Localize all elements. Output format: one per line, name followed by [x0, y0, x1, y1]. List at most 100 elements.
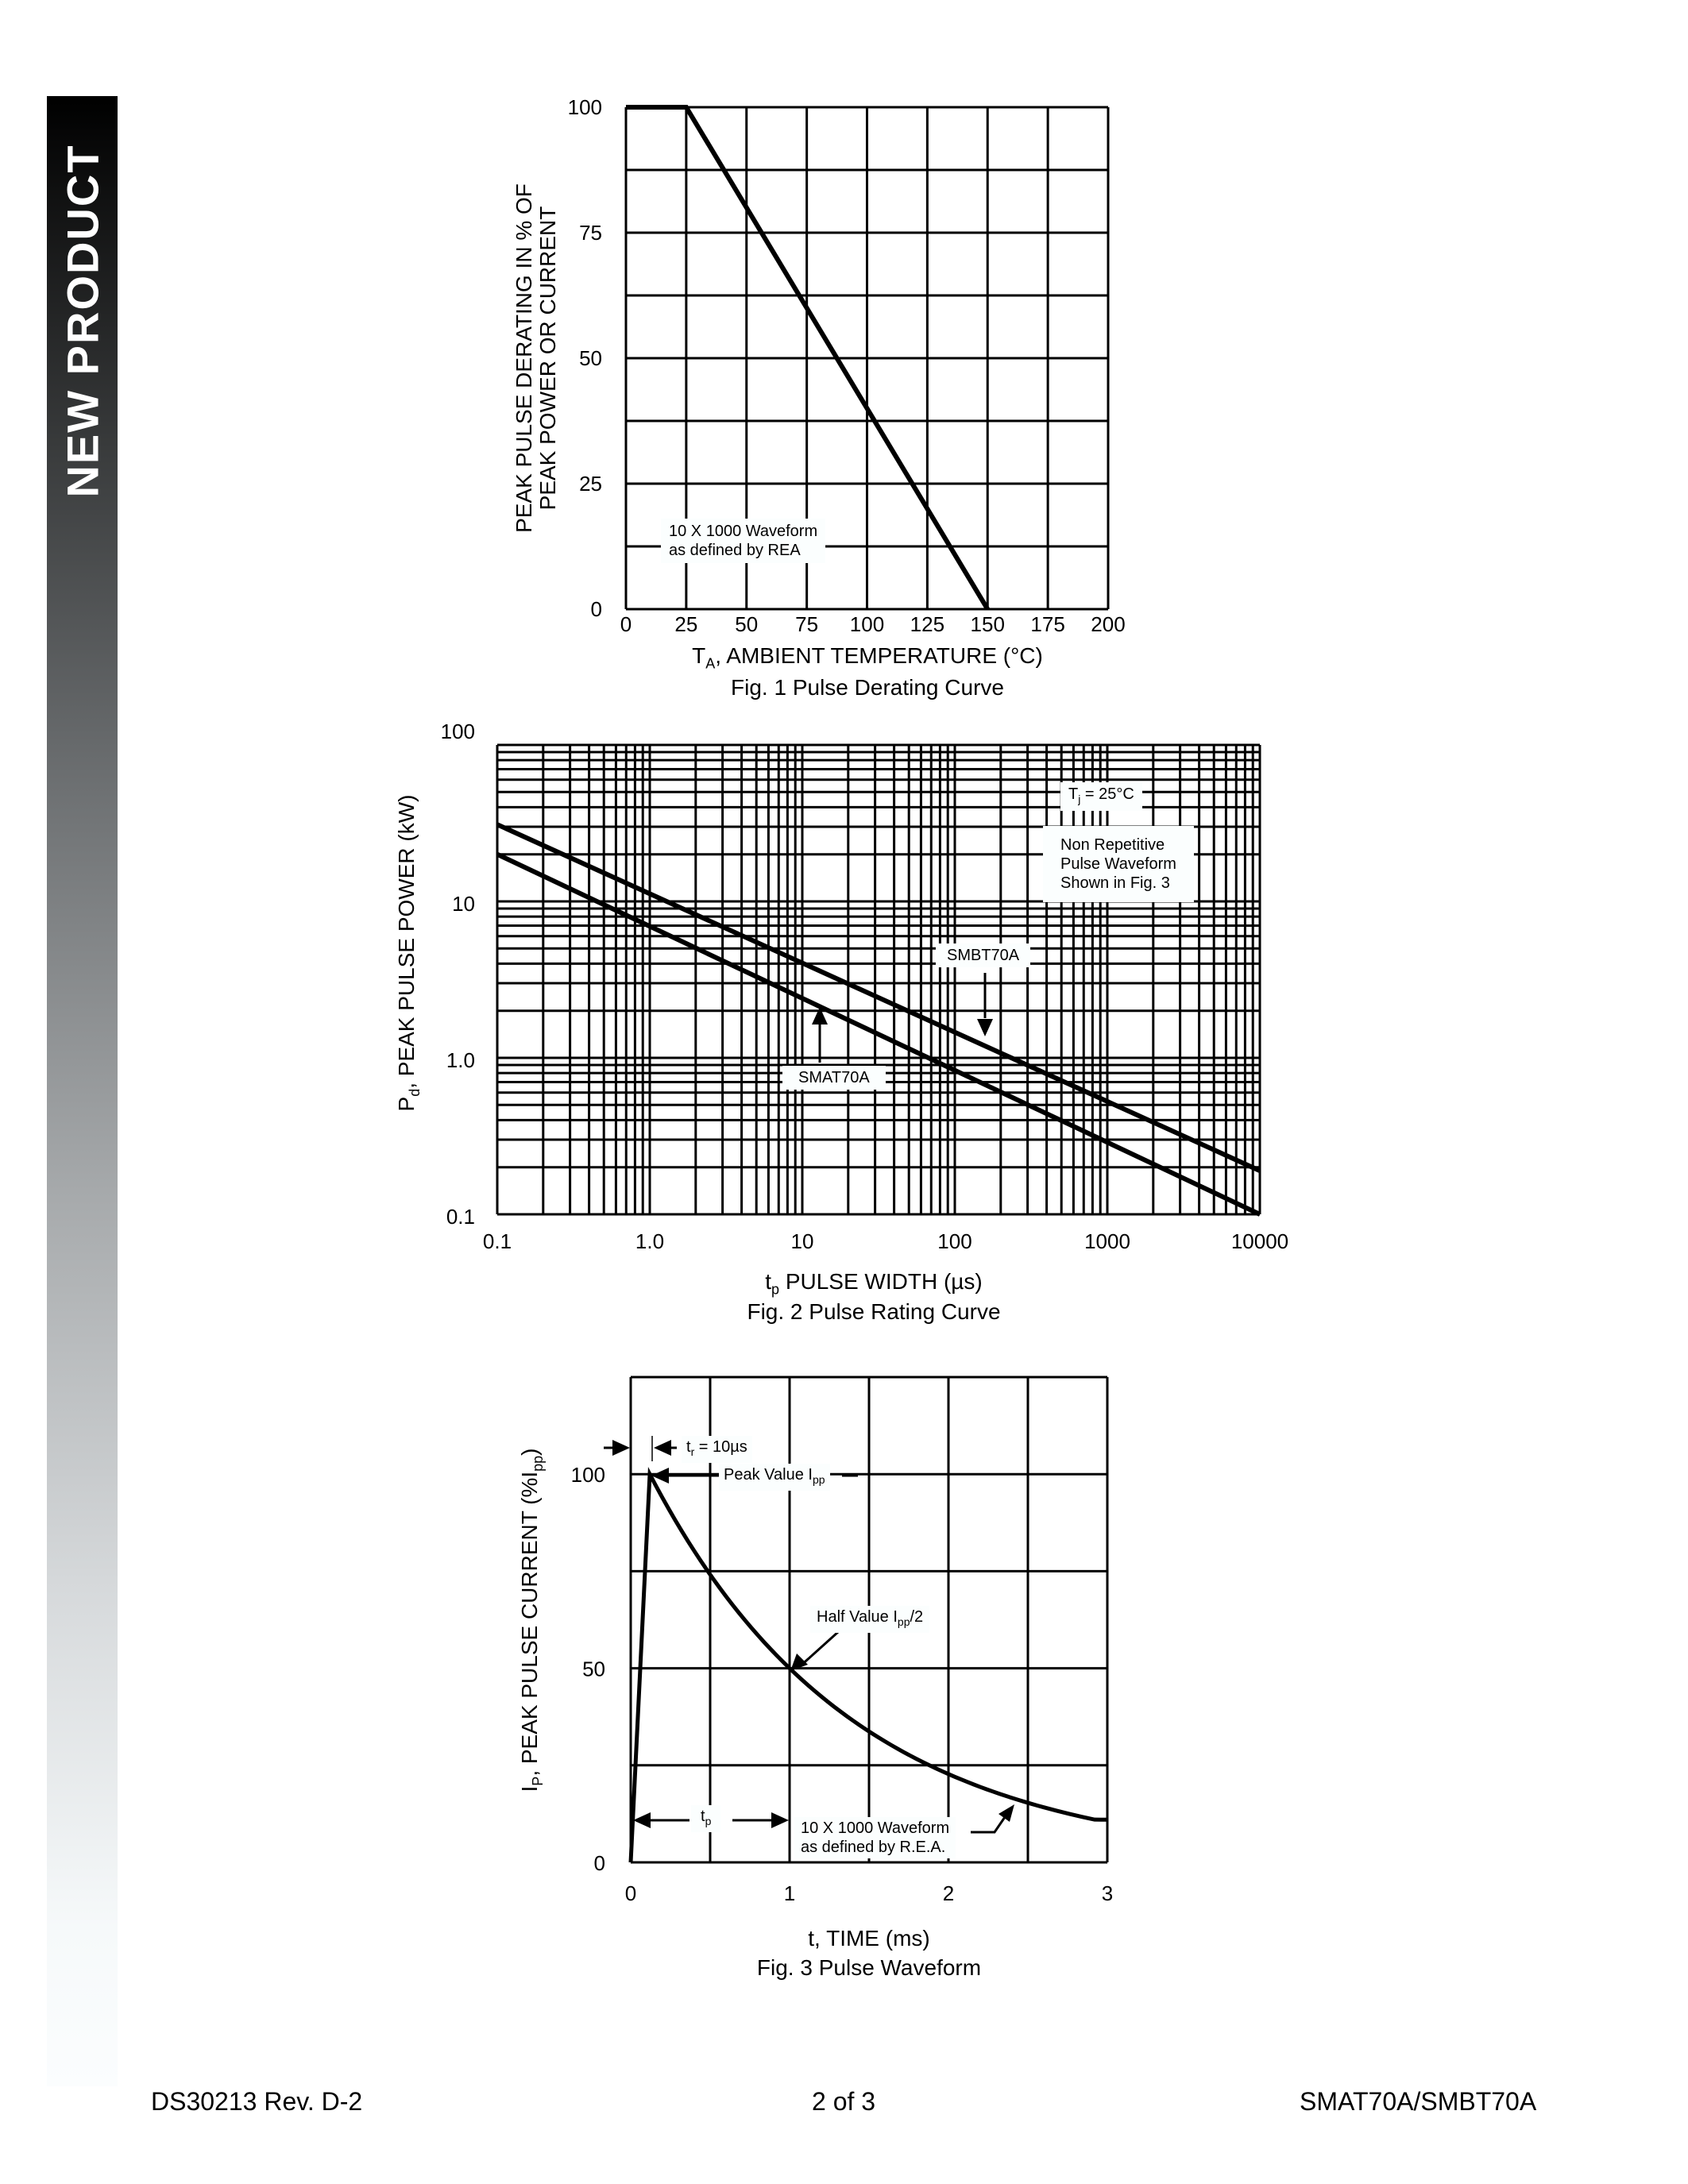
- fig1-ylabel-line1: PEAK PULSE DERATING IN % OF: [512, 183, 536, 533]
- fig2-y-tick: 10: [452, 892, 475, 916]
- fig1-pulse-derating-chart: 0 25 50 75 100 125 150 175 200 0 25 50 75 100: [568, 95, 1126, 636]
- fig3-note-arrow-icon: [999, 1804, 1014, 1822]
- fig1-x-tick: 50: [735, 612, 758, 636]
- fig3-y-tick: 100: [571, 1463, 605, 1487]
- fig3-tp-t: t: [701, 1808, 705, 1825]
- fig3-peak-arrow-icon: [651, 1468, 669, 1484]
- fig1-y-axis-label: PEAK PULSE DERATING IN % OF PEAK POWER O…: [512, 183, 560, 533]
- fig3-note-line1: 10 X 1000 Waveform: [801, 1819, 950, 1837]
- fig3-tr-right-arrow-icon: [654, 1440, 671, 1456]
- fig2-x-tick: 1000: [1084, 1229, 1130, 1253]
- fig2-x-tick: 10000: [1231, 1229, 1288, 1253]
- fig2-x-tick: 1.0: [635, 1229, 664, 1253]
- fig3-x-axis-label: t, TIME (ms): [808, 1926, 930, 1951]
- fig3-ylabel-end: ): [517, 1448, 543, 1456]
- fig1-y-tick: 75: [579, 221, 602, 245]
- fig2-y-axis-label: Pd, PEAK PULSE POWER (kW): [394, 794, 427, 1112]
- fig2-curve-smat70a: [496, 851, 1261, 1217]
- fig3-tr-sub: r: [690, 1445, 695, 1458]
- fig2-x-tick: 100: [937, 1229, 971, 1253]
- fig2-y-tick: 100: [441, 720, 475, 743]
- fig3-y-axis-label: IP, PEAK PULSE CURRENT (%Ipp): [517, 1448, 550, 1792]
- fig1-derating-curve: [626, 105, 990, 611]
- fig2-y-tick: 0.1: [446, 1205, 475, 1229]
- fig2-smat70a-label: SMAT70A: [782, 1066, 886, 1090]
- fig3-tp-sub: p: [705, 1815, 712, 1827]
- fig3-ylabel-sub2: pp: [529, 1455, 546, 1472]
- footer-page-number: 2 of 3: [812, 2087, 876, 2116]
- fig3-tr-rest: = 10µs: [694, 1438, 747, 1456]
- fig3-half-arrow-icon: [790, 1653, 808, 1671]
- fig3-y-tick: 0: [594, 1851, 605, 1875]
- fig3-half-value-label: Half Value Ipp/2: [810, 1606, 930, 1633]
- fig3-half-sub: pp: [897, 1615, 910, 1628]
- fig2-y-tick: 1.0: [446, 1048, 475, 1072]
- fig1-x-tick: 25: [674, 612, 697, 636]
- fig1-y-tick: 0: [591, 597, 602, 621]
- fig2-note-line1: Non Repetitive: [1060, 836, 1165, 854]
- fig2-tj-sub: j: [1078, 793, 1081, 805]
- fig3-ylabel-i: I: [517, 1785, 543, 1792]
- fig2-note-line2: Pulse Waveform: [1060, 855, 1176, 873]
- fig3-tp-label: tp: [691, 1805, 721, 1832]
- fig2-x-axis-label: tp PULSE WIDTH (µs): [765, 1269, 983, 1298]
- fig3-peak-value-label: Peak Value Ipp: [719, 1464, 830, 1491]
- fig2-tj-t: T: [1068, 785, 1079, 803]
- fig3-note-line2: as defined by R.E.A.: [801, 1839, 946, 1856]
- fig2-pulse-rating-chart: 0.1 1.0 10 100 1000 10000 0.1 1.0 10 100: [441, 720, 1289, 1253]
- fig3-tp-left-arrow-icon: [633, 1812, 651, 1828]
- fig1-x-tick: 100: [850, 612, 884, 636]
- fig3-x-tick: 0: [625, 1881, 636, 1905]
- new-product-banner: [47, 96, 118, 2086]
- fig1-x-tick: 150: [971, 612, 1005, 636]
- fig2-xlabel-rest: PULSE WIDTH (µs): [779, 1269, 983, 1294]
- fig1-y-tick: 50: [579, 346, 602, 370]
- fig2-tj-rest: = 25°C: [1080, 785, 1134, 803]
- fig3-x-tick: 1: [784, 1881, 795, 1905]
- fig1-y-tick: 25: [579, 472, 602, 496]
- fig1-note-line2: as defined by REA: [669, 542, 801, 559]
- fig1-note-line1: 10 X 1000 Waveform: [669, 523, 818, 540]
- fig1-x-tick: 75: [795, 612, 818, 636]
- fig3-half-text: Half Value I: [817, 1608, 898, 1626]
- fig3-tr-left-arrow-icon: [612, 1440, 630, 1456]
- fig2-smbt-arrow-icon: [977, 1019, 993, 1036]
- fig1-xlabel-t: T: [692, 643, 706, 668]
- fig1-y-tick: 100: [568, 95, 602, 119]
- fig2-waveform-note: Non Repetitive Pulse Waveform Shown in F…: [1043, 826, 1194, 902]
- fig2-ylabel-sub: d: [406, 1088, 423, 1097]
- fig2-x-tick: 10: [791, 1229, 814, 1253]
- fig2-note-line3: Shown in Fig. 3: [1060, 874, 1170, 892]
- fig3-peak-text: Peak Value I: [724, 1466, 813, 1484]
- fig1-x-tick: 200: [1091, 612, 1125, 636]
- fig2-tj-note: Tj = 25°C: [1060, 782, 1142, 811]
- fig2-xlabel-sub: p: [771, 1281, 780, 1298]
- fig2-smat-arrow-icon: [812, 1007, 828, 1024]
- fig2-smbt70a-label: SMBT70A: [936, 943, 1031, 967]
- fig3-waveform-note: 10 X 1000 Waveform as defined by R.E.A.: [794, 1817, 956, 1858]
- fig3-ylabel-sub: P: [529, 1776, 546, 1786]
- fig3-caption: Fig. 3 Pulse Waveform: [756, 1955, 982, 1980]
- fig3-half-rest: /2: [910, 1608, 924, 1626]
- fig3-waveform-curve: [628, 1466, 1107, 1863]
- fig2-caption: Fig. 2 Pulse Rating Curve: [747, 1299, 1001, 1324]
- fig1-xlabel-sub: A: [705, 655, 716, 672]
- fig3-x-tick: 2: [943, 1881, 954, 1905]
- fig3-tp-right-arrow-icon: [771, 1812, 789, 1828]
- fig1-x-tick: 175: [1030, 612, 1064, 636]
- footer-part-number: SMAT70A/SMBT70A: [1300, 2087, 1537, 2116]
- fig1-x-tick: 125: [910, 612, 944, 636]
- fig2-x-tick: 0.1: [483, 1229, 512, 1253]
- fig1-ylabel-line2: PEAK POWER OR CURRENT: [535, 206, 560, 511]
- fig3-ylabel-mid: , PEAK PULSE CURRENT (%I: [517, 1471, 543, 1777]
- fig2-curve-smbt70a: [496, 822, 1261, 1173]
- fig1-x-axis-label: TA, AMBIENT TEMPERATURE (°C): [692, 643, 1043, 673]
- fig3-tr-t: t: [686, 1438, 691, 1456]
- fig1-x-tick: 0: [620, 612, 632, 636]
- fig3-note-leader: [971, 1816, 1006, 1834]
- fig2-ylabel-rest: , PEAK PULSE POWER (kW): [394, 794, 419, 1089]
- fig3-pulse-waveform-chart: 0 1 2 3 0 50 100: [571, 1376, 1113, 1905]
- fig2-ylabel-p: P: [394, 1096, 419, 1112]
- fig3-peak-sub: pp: [812, 1473, 825, 1486]
